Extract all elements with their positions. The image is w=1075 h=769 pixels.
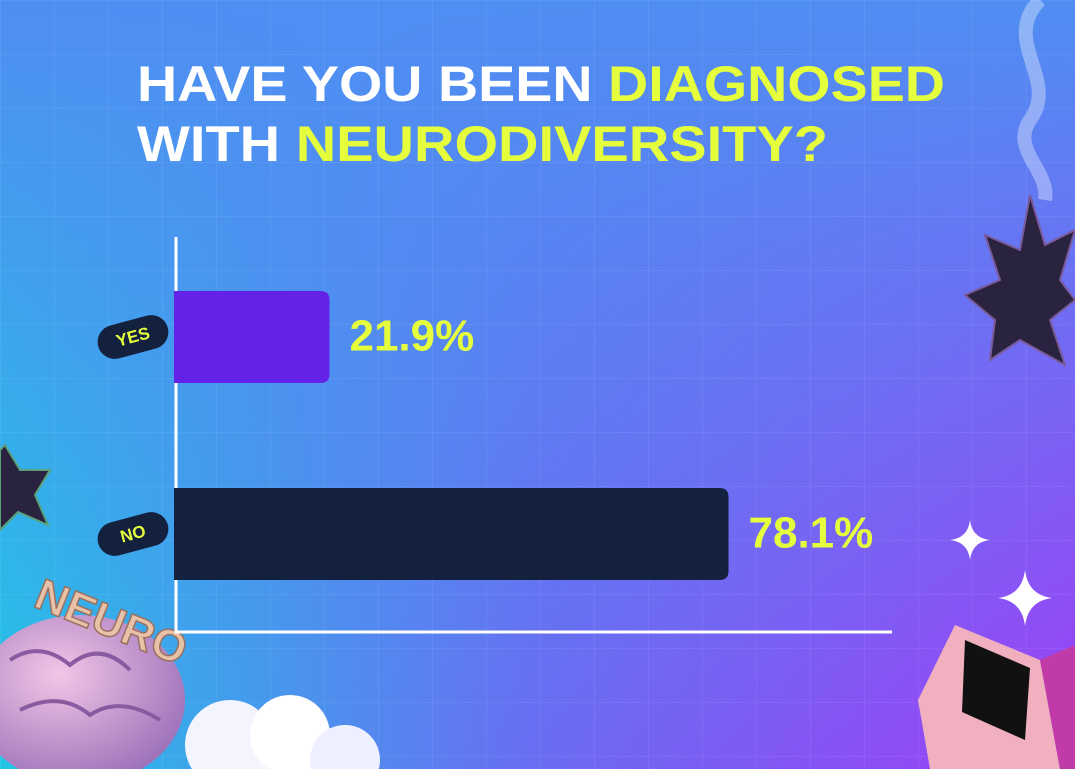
title-segment: DIAGNOSED [608, 56, 945, 112]
chart-title-line: WITH NEURODIVERSITY? [137, 116, 828, 172]
pill-background [97, 512, 169, 556]
cloud-decoration [185, 695, 380, 769]
bar [174, 488, 729, 580]
title-segment: HAVE YOU BEEN [137, 56, 593, 112]
category-pill: YES [97, 315, 169, 359]
bars: 21.9% YES 78.1% NO [97, 291, 874, 580]
brain-decoration [0, 615, 185, 769]
value-label: 21.9% [349, 312, 474, 361]
sparkle [950, 520, 990, 560]
bar [174, 291, 330, 383]
chart-title-line: HAVE YOU BEEN DIAGNOSED [137, 56, 945, 112]
star-decoration [963, 194, 1075, 368]
star-decoration [0, 443, 52, 532]
category-pill: NO [97, 512, 169, 556]
title-segment: WITH [137, 116, 280, 172]
sparkle [998, 570, 1052, 626]
title-segment: NEURODIVERSITY? [296, 116, 828, 172]
pill-background [97, 315, 169, 359]
smoke-decoration [1017, 0, 1053, 202]
value-label: 78.1% [749, 509, 874, 558]
computer-decoration [918, 625, 1075, 769]
